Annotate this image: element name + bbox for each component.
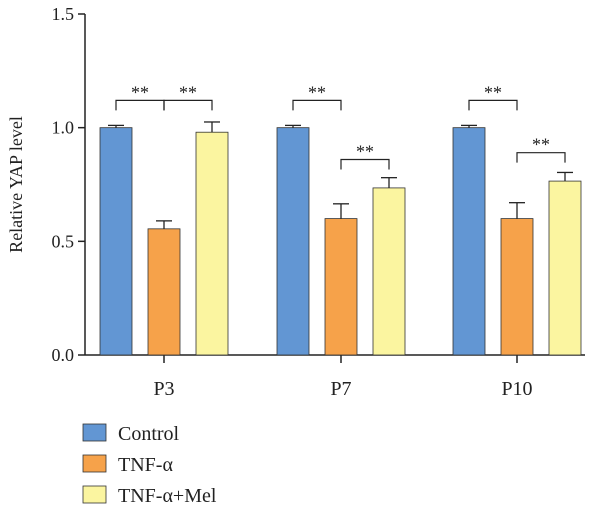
- bar: [195, 131, 229, 356]
- significance-label: **: [179, 82, 197, 102]
- bar: [500, 218, 534, 356]
- y-tick-label: 0.5: [52, 231, 75, 251]
- legend-swatch: [82, 423, 107, 442]
- x-tick-label: P3: [153, 378, 174, 400]
- x-tick-label: P10: [501, 378, 532, 400]
- significance-label: **: [532, 135, 550, 155]
- significance-label: **: [356, 141, 374, 161]
- bar: [324, 218, 358, 356]
- significance-brackets: ** ** ** ** ** **: [115, 82, 566, 170]
- legend-label: Control: [118, 423, 180, 445]
- y-tick-label: 1.0: [52, 118, 75, 138]
- significance-bracket: [163, 99, 213, 111]
- significance-label: **: [484, 82, 502, 102]
- significance-bracket: [292, 99, 342, 111]
- legend-label: TNF-α+Mel: [118, 485, 217, 507]
- y-axis-label: Relative YAP level: [6, 116, 26, 253]
- significance-bracket: [468, 99, 518, 111]
- significance-bracket: [516, 152, 566, 163]
- bar: [99, 127, 133, 356]
- y-tick-label: 0.0: [52, 345, 75, 365]
- bar: [372, 187, 406, 356]
- significance-label: **: [131, 82, 149, 102]
- legend-label: TNF-α: [118, 454, 173, 476]
- legend-swatch: [82, 485, 107, 504]
- significance-bracket: [340, 158, 390, 170]
- y-tick-label: 1.5: [52, 4, 75, 24]
- error-bars: [108, 121, 573, 229]
- legend: Control TNF-α TNF-α+Mel: [82, 423, 217, 507]
- legend-swatch: [82, 454, 107, 473]
- bars: [99, 127, 582, 356]
- x-tick-label: P7: [330, 378, 351, 400]
- bar: [276, 127, 310, 356]
- bar: [548, 180, 582, 356]
- significance-label: **: [308, 82, 326, 102]
- bar: [147, 228, 181, 356]
- bar: [452, 127, 486, 356]
